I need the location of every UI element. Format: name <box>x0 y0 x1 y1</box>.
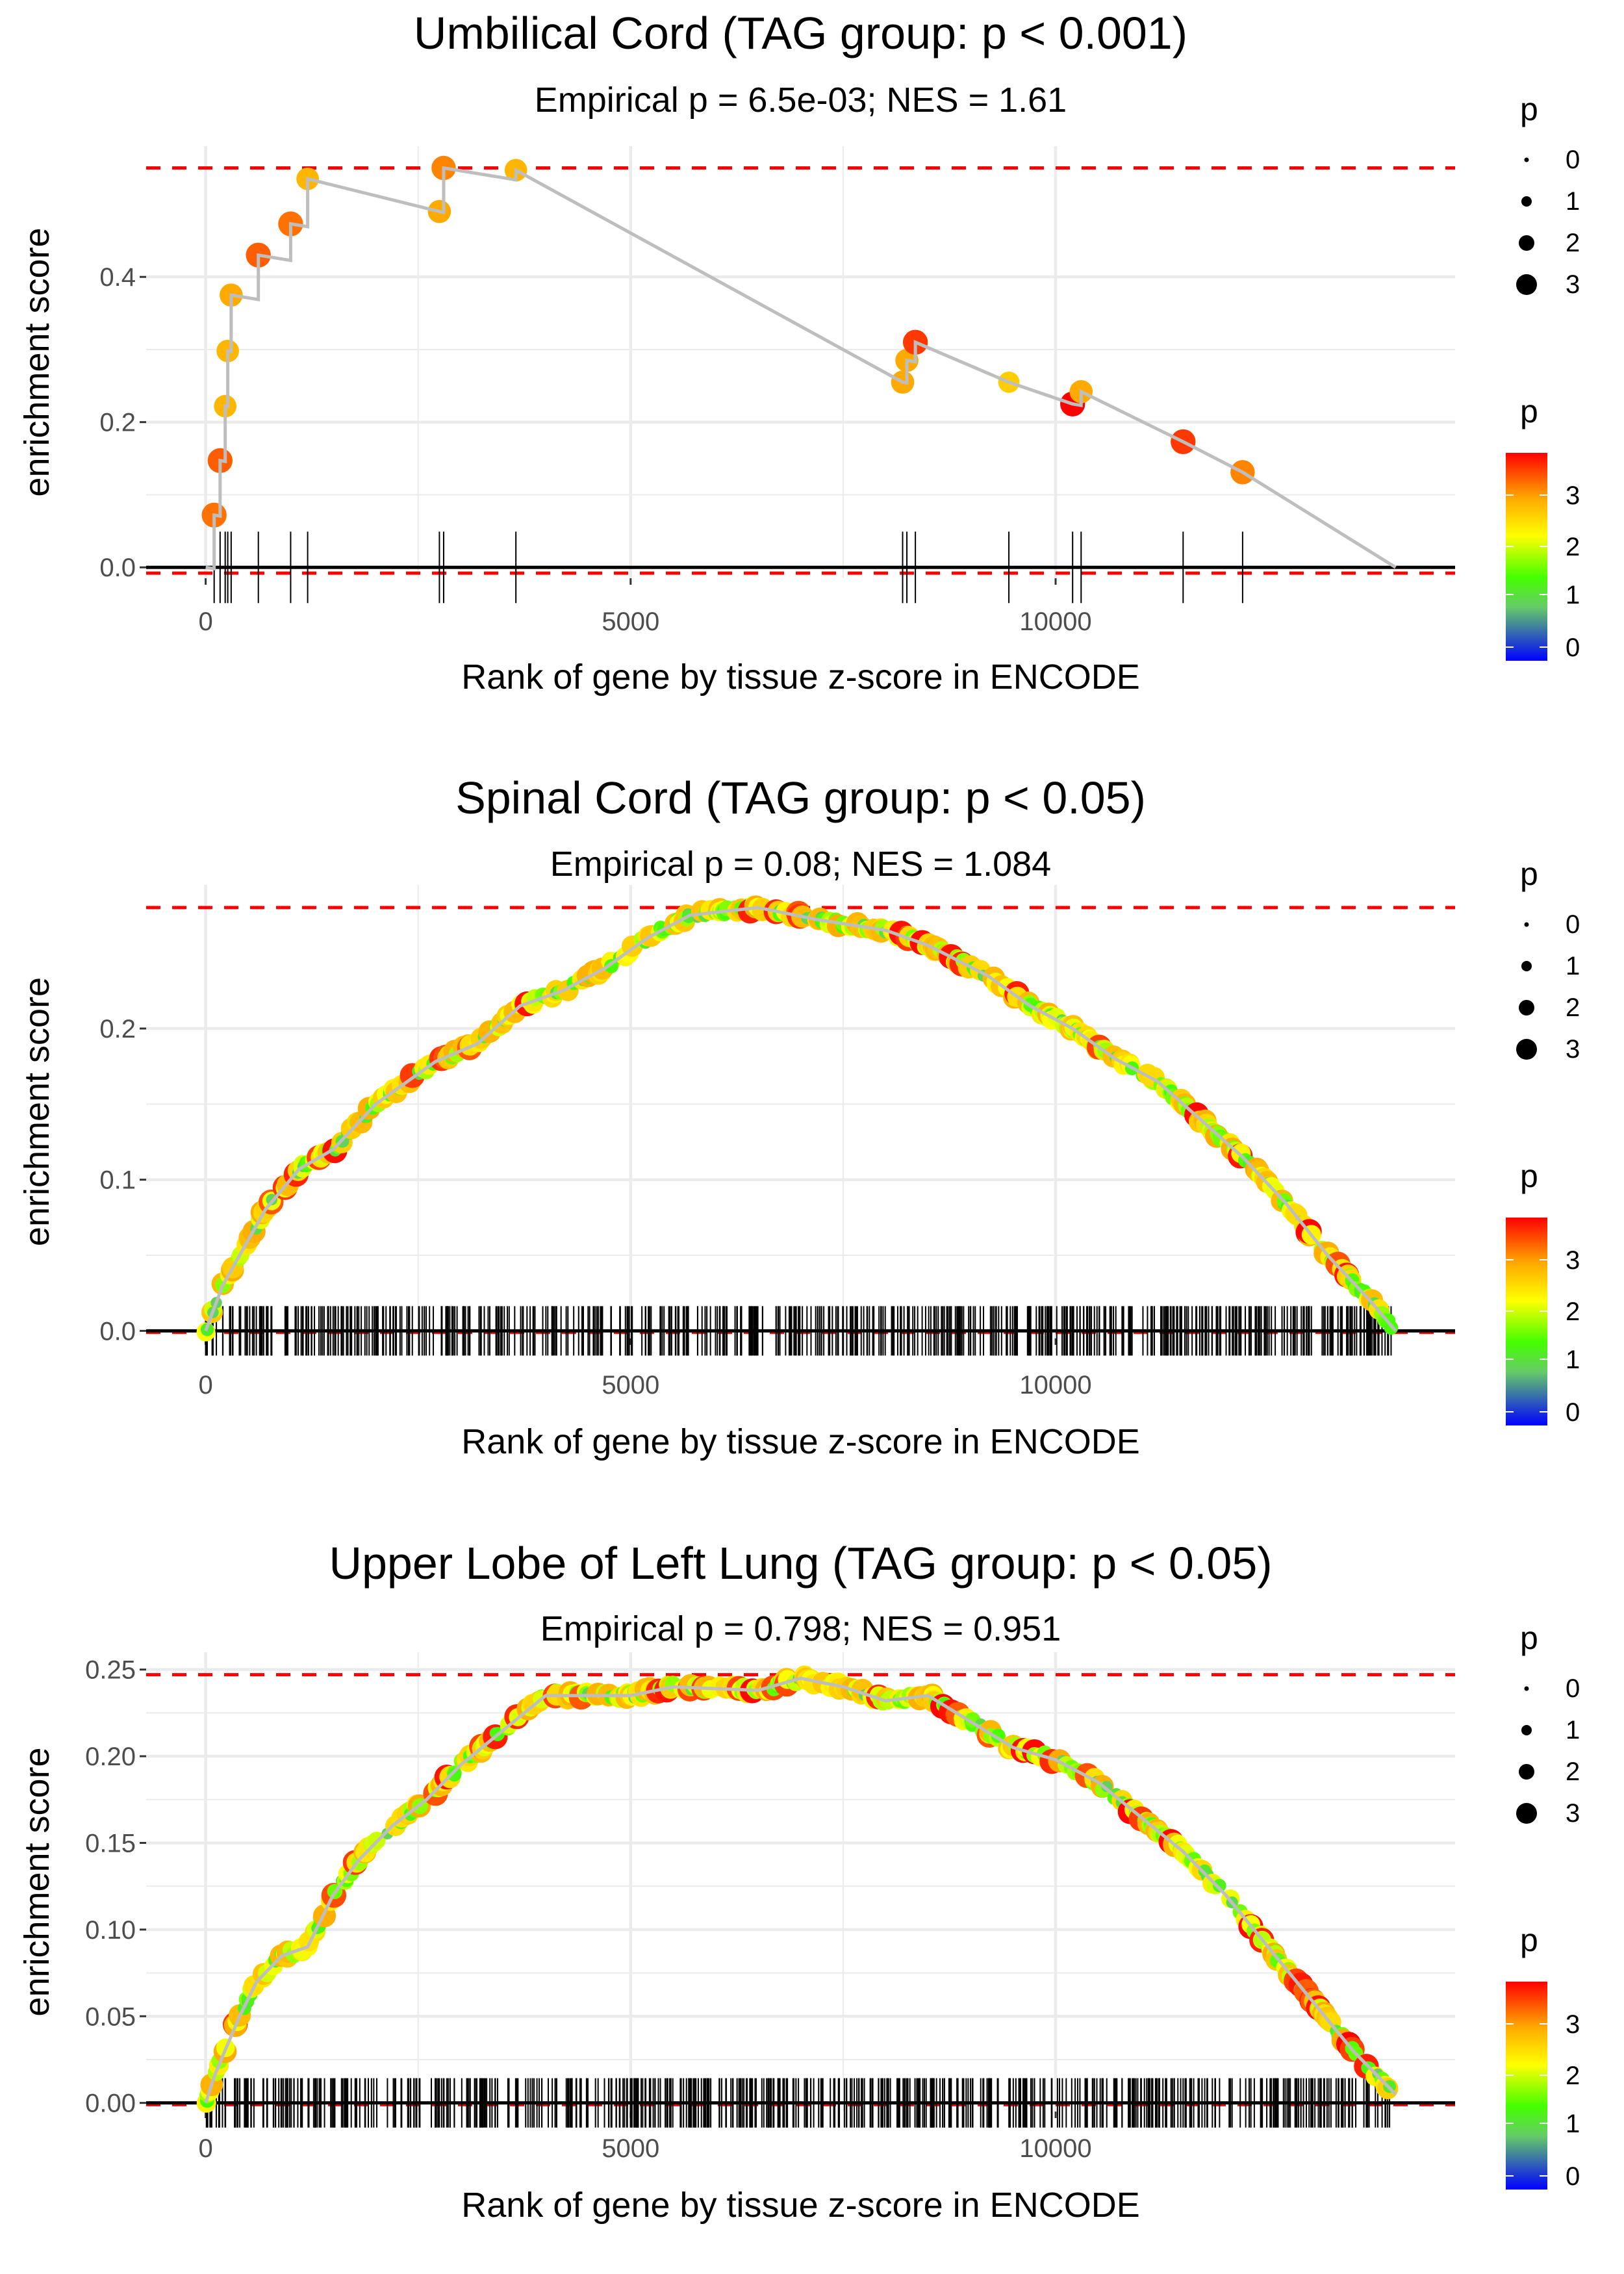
y-tick-label: 0.20 <box>85 1743 136 1771</box>
colorbar-label: 2 <box>1566 533 1580 561</box>
panel-3: Upper Lobe of Left Lung (TAG group: p < … <box>18 1538 1580 2225</box>
chart-title: Umbilical Cord (TAG group: p < 0.001) <box>414 8 1187 58</box>
colorbar-label: 0 <box>1566 1398 1580 1427</box>
size-legend-label: 2 <box>1566 1757 1580 1786</box>
colorbar-label: 1 <box>1566 2110 1580 2138</box>
hit-point <box>1213 1878 1226 1893</box>
y-tick-label: 0.0 <box>99 554 136 582</box>
size-legend-dot <box>1516 1039 1537 1060</box>
hit-point <box>1100 1780 1113 1793</box>
size-legend-label: 2 <box>1566 229 1580 257</box>
size-legend-label: 2 <box>1566 993 1580 1022</box>
size-legend-label: 3 <box>1566 1035 1580 1064</box>
y-axis-label: enrichment score <box>18 977 57 1246</box>
y-tick-label: 0.25 <box>85 1656 136 1685</box>
colorbar-label: 2 <box>1566 1297 1580 1326</box>
size-legend-title: p <box>1520 91 1538 127</box>
y-axis-label: enrichment score <box>18 227 57 496</box>
size-legend-dot <box>1524 157 1529 162</box>
size-legend-dot <box>1519 1000 1534 1016</box>
x-tick-label: 0 <box>198 1371 212 1399</box>
y-tick-label: 0.10 <box>85 1916 136 1945</box>
y-axis-label: enrichment score <box>18 1747 57 2016</box>
y-tick-label: 0.4 <box>99 263 136 292</box>
size-legend-title: p <box>1520 1620 1538 1656</box>
size-legend-title: p <box>1520 856 1538 892</box>
size-legend-dot <box>1521 196 1532 207</box>
x-tick-label: 5000 <box>602 607 659 636</box>
chart-title: Spinal Cord (TAG group: p < 0.05) <box>455 773 1146 823</box>
chart-subtitle: Empirical p = 6.5e-03; NES = 1.61 <box>535 81 1067 120</box>
colorbar-label: 1 <box>1566 581 1580 609</box>
running-es-line <box>204 1676 1397 2104</box>
x-axis-label: Rank of gene by tissue z-score in ENCODE <box>461 1422 1139 1461</box>
size-legend-label: 0 <box>1566 910 1580 939</box>
points <box>201 155 1255 528</box>
chart-title: Upper Lobe of Left Lung (TAG group: p < … <box>329 1538 1272 1589</box>
x-tick-label: 0 <box>198 2134 212 2163</box>
size-legend-label: 3 <box>1566 1799 1580 1828</box>
colorbar-label: 2 <box>1566 2062 1580 2090</box>
x-axis-label: Rank of gene by tissue z-score in ENCODE <box>461 658 1139 696</box>
x-tick-label: 5000 <box>602 1371 659 1399</box>
size-legend-dot <box>1519 1764 1534 1780</box>
x-tick-label: 5000 <box>602 2134 659 2163</box>
running-es-line <box>205 166 1397 571</box>
colorbar <box>1506 453 1547 661</box>
x-tick-label: 0 <box>198 607 212 636</box>
y-tick-label: 0.2 <box>99 409 136 437</box>
color-legend-title: p <box>1520 1158 1538 1194</box>
panel-1: Umbilical Cord (TAG group: p < 0.001) Emp… <box>18 8 1580 696</box>
colorbar <box>1506 1982 1547 2190</box>
y-tick-label: 0.2 <box>99 1015 136 1043</box>
size-legend-label: 3 <box>1566 270 1580 299</box>
color-legend-title: p <box>1520 1922 1538 1958</box>
colorbar-label: 0 <box>1566 2162 1580 2191</box>
x-tick-label: 10000 <box>1019 607 1091 636</box>
colorbar-label: 3 <box>1566 1246 1580 1275</box>
colorbar <box>1506 1218 1547 1425</box>
size-legend-label: 1 <box>1566 1716 1580 1744</box>
y-tick-label: 0.0 <box>99 1317 136 1346</box>
x-tick-label: 10000 <box>1019 2134 1091 2163</box>
size-legend-dot <box>1516 274 1537 295</box>
size-legend-label: 0 <box>1566 1674 1580 1703</box>
x-axis-label: Rank of gene by tissue z-score in ENCODE <box>461 2186 1139 2225</box>
size-legend-dot <box>1524 1686 1529 1691</box>
y-tick-label: 0.15 <box>85 1829 136 1858</box>
color-legend-title: p <box>1520 393 1538 429</box>
chart-subtitle: Empirical p = 0.798; NES = 0.951 <box>540 1609 1061 1648</box>
panel-2: Spinal Cord (TAG group: p < 0.05) Empiric… <box>18 773 1580 1461</box>
y-tick-label: 0.05 <box>85 2002 136 2031</box>
colorbar-label: 3 <box>1566 2010 1580 2039</box>
x-tick-label: 10000 <box>1019 1371 1091 1399</box>
size-legend-dot <box>1521 1725 1532 1735</box>
size-legend-dot <box>1524 922 1529 927</box>
hit-point <box>447 1767 462 1782</box>
running-es-line <box>204 906 1397 1332</box>
chart-subtitle: Empirical p = 0.08; NES = 1.084 <box>550 845 1051 884</box>
size-legend-dot <box>1521 961 1532 971</box>
colorbar-label: 0 <box>1566 633 1580 662</box>
y-tick-label: 0.1 <box>99 1166 136 1195</box>
y-tick-label: 0.00 <box>85 2089 136 2118</box>
size-legend-label: 1 <box>1566 187 1580 216</box>
size-legend-label: 0 <box>1566 146 1580 174</box>
size-legend-label: 1 <box>1566 952 1580 980</box>
colorbar-label: 1 <box>1566 1346 1580 1374</box>
colorbar-label: 3 <box>1566 481 1580 510</box>
points <box>196 895 1399 1342</box>
size-legend-dot <box>1519 235 1534 251</box>
size-legend-dot <box>1516 1803 1537 1824</box>
